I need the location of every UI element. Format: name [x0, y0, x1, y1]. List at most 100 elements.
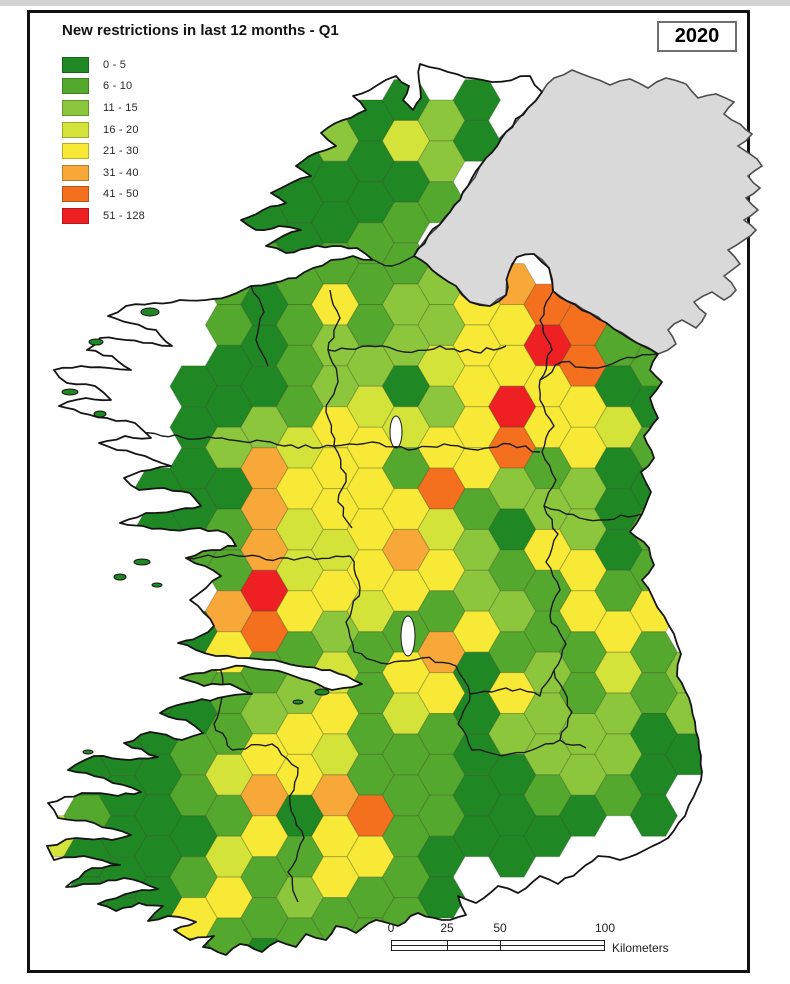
- legend-label: 16 - 20: [103, 123, 139, 136]
- hex-cell: [452, 733, 501, 776]
- county-border-line: [353, 651, 587, 757]
- scalebar-tick-label: 50: [493, 921, 507, 935]
- legend-item: 16 - 20: [62, 119, 145, 141]
- county-border-line: [333, 445, 353, 529]
- scalebar-unit: Kilometers: [612, 941, 669, 955]
- hex-cell: [311, 733, 360, 776]
- legend-label: 21 - 30: [103, 145, 139, 158]
- legend-item: 41 - 50: [62, 184, 145, 206]
- hex-cell: [452, 569, 501, 612]
- hex-cell: [311, 569, 360, 612]
- hex-cell: [452, 365, 501, 408]
- hex-cell: [240, 488, 289, 530]
- legend-label: 51 - 128: [103, 209, 145, 222]
- hex-cell: [523, 733, 572, 776]
- hex-cell: [381, 856, 431, 898]
- hex-cell: [452, 488, 501, 530]
- legend-swatch: [62, 121, 89, 138]
- hex-cell: [452, 529, 501, 571]
- legend-label: 11 - 15: [103, 101, 138, 114]
- hex-cell: [629, 794, 678, 837]
- hex-cell: [311, 692, 360, 735]
- hex-cell: [594, 692, 643, 735]
- island: [93, 410, 107, 418]
- hex-cell: [523, 365, 572, 408]
- hex-cell: [240, 856, 289, 898]
- legend-label: 41 - 50: [103, 188, 139, 201]
- lake: [389, 415, 403, 449]
- hex-cell: [169, 651, 218, 694]
- county-border-line: [185, 553, 351, 562]
- hex-cell: [240, 692, 289, 735]
- legend-swatch: [62, 78, 89, 95]
- hex-cell: [311, 160, 360, 203]
- hex-cell: [523, 569, 572, 612]
- legend-swatch: [62, 207, 89, 224]
- scalebar-tick: [447, 941, 448, 950]
- map-title: New restrictions in last 12 months - Q1: [62, 22, 339, 39]
- county-borders: [109, 255, 659, 903]
- hex-cell: [240, 529, 289, 571]
- county-border-line: [231, 743, 305, 903]
- scalebar-midline: [392, 945, 604, 946]
- hex-cell: [98, 692, 147, 735]
- hex-cell: [381, 160, 431, 203]
- hex-cell: [594, 365, 643, 408]
- hex-cell: [452, 774, 501, 817]
- scalebar-tick-label: 25: [440, 921, 454, 935]
- county-border-line: [469, 399, 567, 697]
- scalebar-tick-label: 0: [387, 921, 395, 935]
- hex-cell: [311, 365, 360, 408]
- county-border-line: [213, 655, 233, 751]
- hex-cell: [240, 365, 289, 408]
- county-border-line: [539, 353, 659, 381]
- legend-swatch: [62, 164, 89, 181]
- island: [151, 582, 163, 588]
- island: [133, 558, 151, 566]
- hex-cell: [381, 569, 431, 612]
- hex-cell: [240, 897, 289, 939]
- hex-cell: [381, 774, 431, 817]
- hex-cell: [311, 529, 360, 571]
- county-border-line: [553, 669, 573, 741]
- hex-cell: [523, 692, 572, 735]
- legend: 0 - 5 6 - 10 11 - 15 16 - 20 21 - 30 31 - 40 4…: [62, 54, 145, 227]
- year-badge: 2020: [657, 21, 737, 52]
- hex-cell: [523, 774, 572, 817]
- hex-cell: [169, 365, 218, 408]
- top-strip: [0, 0, 790, 6]
- hex-cell: [134, 917, 183, 955]
- legend-label: 0 - 5: [103, 58, 127, 71]
- hex-cell: [594, 774, 643, 817]
- hex-cell: [594, 488, 643, 530]
- hex-cell: [240, 774, 289, 817]
- county-border-line: [327, 345, 507, 354]
- island: [88, 338, 104, 346]
- legend-label: 6 - 10: [103, 80, 133, 93]
- legend-label: 31 - 40: [103, 166, 139, 179]
- legend-swatch: [62, 56, 89, 73]
- hex-cell: [169, 774, 218, 817]
- legend-swatch: [62, 186, 89, 203]
- hex-cell: [381, 488, 431, 530]
- county-border-line: [345, 555, 361, 653]
- hex-cell: [381, 365, 431, 408]
- hex-cell: [240, 569, 289, 612]
- hex-cell: [594, 529, 643, 571]
- legend-swatch: [62, 143, 89, 160]
- island: [314, 688, 330, 696]
- legend-swatch: [62, 99, 89, 116]
- hex-cell: [381, 201, 431, 244]
- hex-cell: [381, 529, 431, 571]
- legend-item: 51 - 128: [62, 205, 145, 227]
- hex-cell: [594, 651, 643, 694]
- coastline: [46, 63, 703, 956]
- lake: [400, 615, 416, 657]
- hex-cell: [381, 692, 431, 735]
- hex-cell: [594, 733, 643, 776]
- island: [61, 388, 79, 396]
- legend-item: 31 - 40: [62, 162, 145, 184]
- county-border-line: [325, 289, 341, 447]
- hex-cell: [169, 856, 218, 898]
